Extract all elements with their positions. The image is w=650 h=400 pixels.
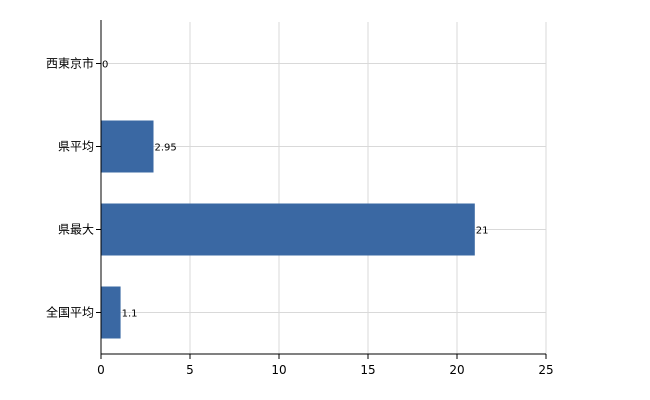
- category-label: 全国平均: [46, 305, 94, 320]
- x-tick-label: 10: [271, 363, 286, 377]
- x-tick-label: 0: [97, 363, 105, 377]
- plot-area: 0 西東京市 2.95 県平均 21 県最大 1.1 全国平均 0 5 10 15 20 25: [46, 20, 554, 377]
- data-label: 1.1: [122, 309, 138, 320]
- category-label: 県平均: [58, 140, 94, 154]
- data-label: 0: [102, 60, 108, 71]
- bar: [101, 120, 154, 173]
- data-label: 2.95: [155, 143, 177, 154]
- x-tick-label: 25: [538, 363, 553, 377]
- data-label: 21: [476, 226, 489, 237]
- category-label: 西東京市: [46, 56, 94, 71]
- x-tick-label: 20: [449, 363, 464, 377]
- bar: [101, 286, 121, 339]
- category-label: 県最大: [58, 223, 94, 237]
- x-tick-label: 15: [360, 363, 375, 377]
- bar: [101, 203, 475, 256]
- x-tick-label: 5: [186, 363, 194, 377]
